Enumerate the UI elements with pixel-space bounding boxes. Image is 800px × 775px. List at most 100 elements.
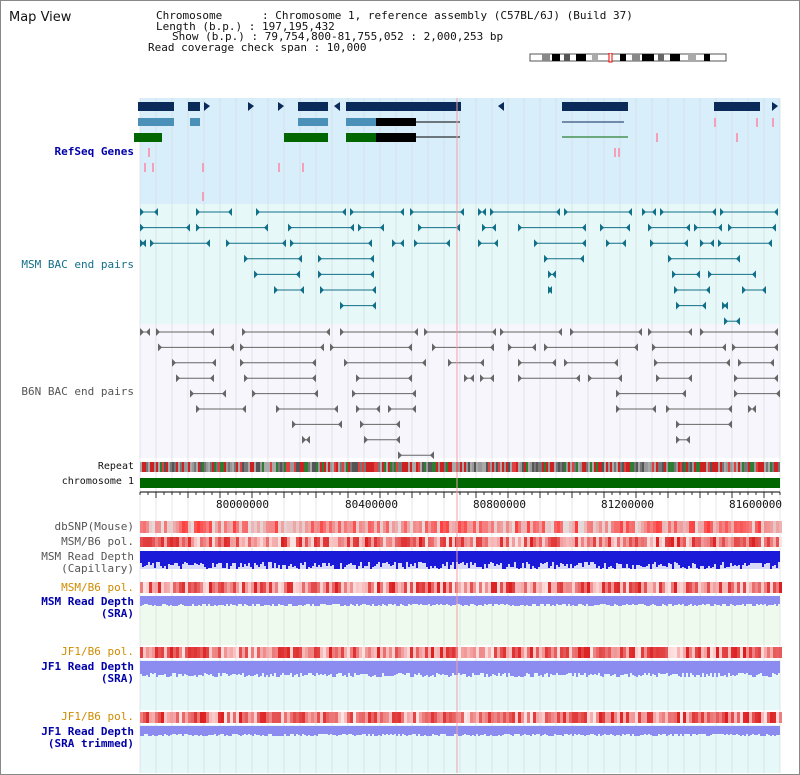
b6n-pair-end[interactable] (618, 374, 622, 383)
b6n-pair-end[interactable] (412, 405, 416, 413)
msm-pair-end[interactable] (642, 208, 646, 216)
b6n-pair-end[interactable] (252, 389, 256, 398)
gene-feature[interactable] (714, 102, 760, 111)
b6n-pair-end[interactable] (728, 420, 732, 429)
msm-pair-end[interactable] (400, 239, 404, 248)
msm-pair-end[interactable] (534, 239, 538, 248)
msm-pair-end[interactable] (700, 239, 704, 248)
msm-pair-end[interactable] (736, 317, 740, 326)
b6n-pair-end[interactable] (158, 343, 162, 352)
b6n-pair-end[interactable] (212, 358, 216, 367)
b6n-pair-end[interactable] (388, 405, 392, 413)
b6n-pair-end[interactable] (666, 405, 670, 413)
b6n-pair-end[interactable] (422, 358, 426, 367)
msm-pair-end[interactable] (342, 208, 346, 216)
msm-pair-end[interactable] (702, 301, 706, 310)
msm-pair-end[interactable] (684, 239, 688, 248)
msm-pair-end[interactable] (652, 208, 656, 216)
msm-pair-end[interactable] (626, 223, 630, 232)
b6n-pair-end[interactable] (480, 358, 484, 367)
repeat-track[interactable] (140, 462, 780, 472)
msm-pair-end[interactable] (768, 239, 772, 248)
b6n-pair-end[interactable] (688, 328, 692, 336)
msm-pair-end[interactable] (274, 286, 278, 294)
msm-pair-end[interactable] (298, 254, 302, 263)
b6n-pair-end[interactable] (376, 405, 380, 413)
msm-pair-end[interactable] (150, 239, 154, 248)
b6n-pair-end[interactable] (726, 358, 730, 367)
msm-pair-end[interactable] (320, 286, 324, 294)
msm-pair-end[interactable] (582, 223, 586, 232)
msm-pair-end[interactable] (672, 270, 676, 279)
msm-pair-end[interactable] (460, 208, 464, 216)
msm-pair-end[interactable] (400, 208, 404, 216)
b6n-pair-end[interactable] (700, 328, 704, 336)
msm-pair-end[interactable] (548, 286, 552, 294)
b6n-pair-end[interactable] (776, 389, 780, 398)
msm-pair-end[interactable] (708, 270, 712, 279)
msm-pair-end[interactable] (676, 301, 680, 310)
b6n-pair-end[interactable] (774, 343, 778, 352)
msm-pair-end[interactable] (392, 239, 396, 248)
msm-pair-end[interactable] (254, 270, 258, 279)
b6n-pair-end[interactable] (408, 374, 412, 383)
msm-pair-end[interactable] (482, 208, 486, 216)
msm-pair-end[interactable] (650, 239, 654, 248)
msm-pair-end[interactable] (492, 223, 496, 232)
msm-pair-end[interactable] (482, 223, 486, 232)
msm-pair-end[interactable] (728, 223, 732, 232)
msm-pair-end[interactable] (154, 208, 158, 216)
b6n-pair-end[interactable] (638, 328, 642, 336)
b6n-pair-end[interactable] (734, 374, 738, 383)
msm-pair-end[interactable] (772, 223, 776, 232)
b6n-pair-end[interactable] (544, 343, 548, 352)
msm-pair-end[interactable] (674, 286, 678, 294)
b6n-pair-end[interactable] (356, 374, 360, 383)
b6n-pair-end[interactable] (770, 358, 774, 367)
track-label-b6n-bac[interactable]: B6N BAC end pairs (21, 385, 134, 398)
b6n-pair-end[interactable] (240, 343, 244, 352)
msm-pair-end[interactable] (296, 270, 300, 279)
b6n-pair-end[interactable] (652, 343, 656, 352)
msm-pair-end[interactable] (544, 254, 548, 263)
b6n-pair-end[interactable] (576, 374, 580, 383)
msm-pair-end[interactable] (244, 254, 248, 263)
b6n-pair-end[interactable] (752, 405, 756, 413)
msm-bac-end-pairs[interactable] (140, 208, 778, 326)
b6n-pair-end[interactable] (738, 358, 742, 367)
msm-pair-end[interactable] (478, 239, 482, 248)
b6n-pair-end[interactable] (570, 328, 574, 336)
msm-pair-end[interactable] (580, 254, 584, 263)
b6n-pair-end[interactable] (242, 405, 246, 413)
msm-pair-end[interactable] (410, 208, 414, 216)
b6n-pair-end[interactable] (552, 358, 556, 367)
b6n-pair-end[interactable] (448, 358, 452, 367)
msm-pair-end[interactable] (206, 239, 210, 248)
msm-pair-end[interactable] (478, 208, 482, 216)
b6n-pair-end[interactable] (518, 358, 522, 367)
msm-pair-end[interactable] (718, 223, 722, 232)
gene-feature[interactable] (138, 118, 174, 126)
msm-pair-end[interactable] (142, 239, 146, 248)
msm-pair-end[interactable] (774, 208, 778, 216)
msm-pair-end[interactable] (668, 254, 672, 263)
b6n-pair-end[interactable] (312, 358, 316, 367)
gene-feature[interactable] (134, 133, 162, 142)
msm-pair-end[interactable] (552, 270, 556, 279)
b6n-pair-end[interactable] (330, 343, 334, 352)
msm-pair-end[interactable] (490, 208, 494, 216)
b6n-pair-end[interactable] (492, 328, 496, 336)
b6n-pair-end[interactable] (508, 343, 512, 352)
b6n-pair-end[interactable] (210, 328, 214, 336)
b6n-pair-end[interactable] (314, 389, 318, 398)
msm-pair-end[interactable] (318, 270, 322, 279)
b6n-pair-end[interactable] (240, 358, 244, 367)
msm-pair-end[interactable] (282, 239, 286, 248)
b6n-pair-end[interactable] (480, 374, 484, 383)
b6n-pair-end[interactable] (414, 328, 418, 336)
gene-feature[interactable] (190, 118, 200, 126)
msm-pair-end[interactable] (606, 239, 610, 248)
msm-pair-end[interactable] (548, 270, 552, 279)
gene-feature[interactable] (376, 133, 416, 142)
msm-pair-end[interactable] (556, 208, 560, 216)
